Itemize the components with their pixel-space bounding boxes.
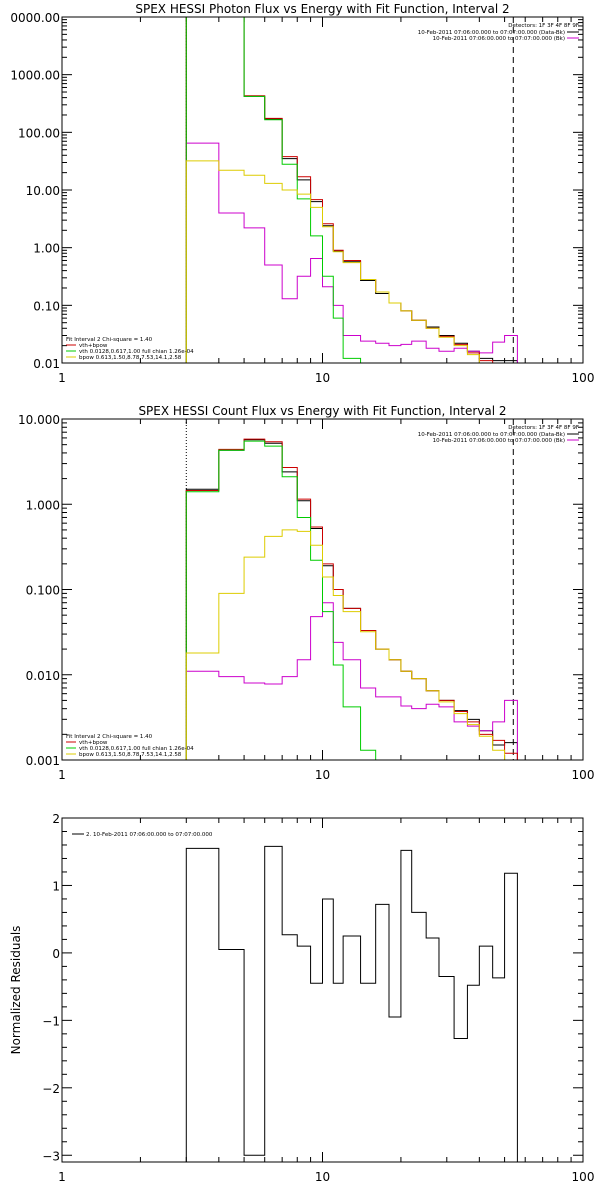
x-tick-label: 1: [58, 1170, 66, 1184]
panel-3: Normalized Residuals 1 10 100 −3 −2 −1 0 1 2 2. 10…: [9, 812, 594, 1184]
x-tick-label: 100: [572, 371, 595, 385]
legend-header: Detectors: 1F 3F 4F 8F 9F: [508, 425, 579, 431]
fit-legend-label: bpow 0.613,1.50,8.78,7.53,14.1,2.58: [79, 752, 182, 758]
y-tick-label: 0000.00: [10, 11, 60, 25]
x-tick-label: 10: [315, 371, 330, 385]
x-tick-label: 100: [572, 1170, 595, 1184]
y-tick-label: 0.100: [26, 584, 60, 598]
series-vth: [185, 17, 362, 363]
series-vth-bpow: [185, 17, 494, 363]
series-bpow: [185, 529, 518, 760]
y-tick-label: 1.00: [33, 242, 60, 256]
chart-title: SPEX HESSI Photon Flux vs Energy with Fi…: [135, 2, 509, 16]
series-vth: [185, 440, 377, 760]
fit-legend-label: vth+bpow: [79, 740, 108, 746]
y-tick-label: 10.00: [26, 184, 60, 198]
y-ticks: [62, 817, 583, 1156]
plot-frame: [61, 16, 584, 364]
y-tick-label: 0.01: [33, 357, 60, 371]
y-tick-label: 2: [52, 812, 60, 826]
plot-frame: [61, 418, 584, 761]
panel-2: SPEX HESSI Count Flux vs Energy with Fit…: [18, 404, 595, 782]
series-bk: [185, 142, 518, 363]
y-tick-label: 0: [52, 947, 60, 961]
series-group: [185, 17, 518, 363]
series-group: [185, 845, 518, 1162]
x-tick-label: 1: [58, 371, 66, 385]
x-ticks: [61, 818, 584, 1162]
fit-legend-label: vth+bpow: [79, 343, 108, 349]
fit-legend-label: vth 0.0128,0.617,1.00 full chian 1.26e-0…: [79, 746, 194, 752]
series-residuals: [185, 845, 518, 1162]
y-tick-label: −2: [42, 1082, 60, 1096]
y-axis-label: Normalized Residuals: [9, 926, 23, 1055]
panel-1: SPEX HESSI Photon Flux vs Energy with Fi…: [10, 2, 595, 385]
series-vth-bpow: [185, 438, 518, 760]
y-tick-label: 0.10: [33, 299, 60, 313]
y-tick-label: 1000.00: [10, 69, 60, 83]
y-ticks: [62, 19, 583, 364]
y-tick-label: 10.000: [18, 413, 60, 427]
fit-legend-header: Fit Interval 2 Chi-square = 1.40: [66, 337, 153, 343]
y-tick-label: 1.000: [26, 498, 60, 512]
legend-header: Detectors: 1F 3F 4F 8F 9F: [508, 23, 579, 29]
y-tick-label: 0.010: [26, 669, 60, 683]
series-data-bk: [185, 17, 518, 363]
x-tick-label: 100: [572, 768, 595, 782]
legend-entry-label: 10-Feb-2011 07:06:00.000 to 07:07:00.000…: [433, 438, 565, 444]
legend-entry-label: 10-Feb-2011 07:06:00.000 to 07:07:00.000…: [418, 432, 565, 438]
y-tick-label: 1: [52, 879, 60, 893]
y-tick-label: −1: [42, 1014, 60, 1028]
x-tick-label: 10: [315, 1170, 330, 1184]
chart-title: SPEX HESSI Count Flux vs Energy with Fit…: [138, 404, 506, 418]
series-bpow: [185, 160, 494, 363]
plot-frame: [61, 817, 584, 1163]
series-group: [185, 438, 518, 760]
x-ticks: [61, 17, 584, 363]
x-tick-label: 1: [58, 768, 66, 782]
y-tick-label: −3: [42, 1149, 60, 1163]
legend-entry-label: 2. 10-Feb-2011 07:06:00.000 to 07:07:00.…: [86, 832, 213, 838]
y-tick-label: 100.00: [18, 126, 60, 140]
fit-legend-header: Fit Interval 2 Chi-square = 1.40: [66, 734, 153, 740]
series-data-bk: [185, 439, 518, 760]
fit-legend-label: bpow 0.613,1.50,8.78,7.53,14.1,2.58: [79, 355, 182, 361]
fit-legend-label: vth 0.0128,0.617,1.00 full chian 1.26e-0…: [79, 349, 194, 355]
series-bk: [185, 602, 518, 760]
x-tick-label: 10: [315, 768, 330, 782]
legend-entry-label: 10-Feb-2011 07:06:00.000 to 07:07:00.000…: [418, 30, 565, 36]
legend-entry-label: 10-Feb-2011 07:06:00.000 to 07:07:00.000…: [433, 36, 565, 42]
y-tick-label: 0.001: [26, 754, 60, 768]
y-ticks: [62, 422, 583, 761]
